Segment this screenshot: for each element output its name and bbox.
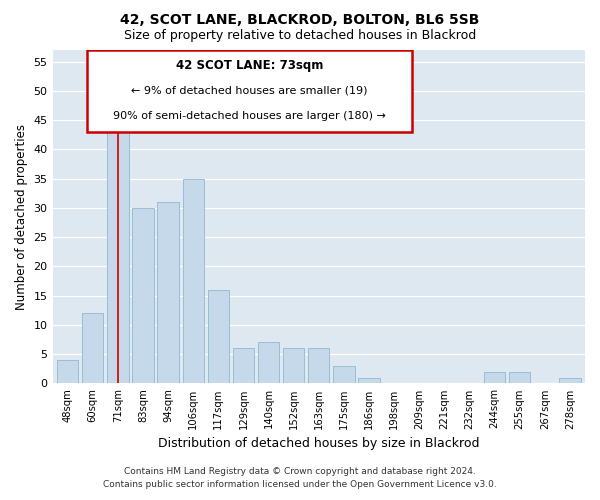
Bar xyxy=(157,202,179,384)
Bar xyxy=(333,366,355,384)
Bar xyxy=(208,290,229,384)
Bar xyxy=(258,342,279,384)
Bar xyxy=(132,208,154,384)
Bar xyxy=(57,360,78,384)
Bar xyxy=(358,378,380,384)
Bar xyxy=(107,126,128,384)
Bar xyxy=(308,348,329,384)
Bar xyxy=(509,372,530,384)
Text: Contains public sector information licensed under the Open Government Licence v3: Contains public sector information licen… xyxy=(103,480,497,489)
Text: Contains HM Land Registry data © Crown copyright and database right 2024.: Contains HM Land Registry data © Crown c… xyxy=(124,467,476,476)
Bar xyxy=(559,378,581,384)
Text: 42, SCOT LANE, BLACKROD, BOLTON, BL6 5SB: 42, SCOT LANE, BLACKROD, BOLTON, BL6 5SB xyxy=(121,12,479,26)
X-axis label: Distribution of detached houses by size in Blackrod: Distribution of detached houses by size … xyxy=(158,437,479,450)
Text: 90% of semi-detached houses are larger (180) →: 90% of semi-detached houses are larger (… xyxy=(113,111,386,121)
Bar xyxy=(82,313,103,384)
Y-axis label: Number of detached properties: Number of detached properties xyxy=(15,124,28,310)
Bar xyxy=(182,178,204,384)
Bar xyxy=(484,372,505,384)
Text: ← 9% of detached houses are smaller (19): ← 9% of detached houses are smaller (19) xyxy=(131,86,368,96)
Bar xyxy=(283,348,304,384)
Bar xyxy=(233,348,254,384)
Text: Size of property relative to detached houses in Blackrod: Size of property relative to detached ho… xyxy=(124,29,476,42)
FancyBboxPatch shape xyxy=(87,50,412,132)
Text: 42 SCOT LANE: 73sqm: 42 SCOT LANE: 73sqm xyxy=(176,60,323,72)
